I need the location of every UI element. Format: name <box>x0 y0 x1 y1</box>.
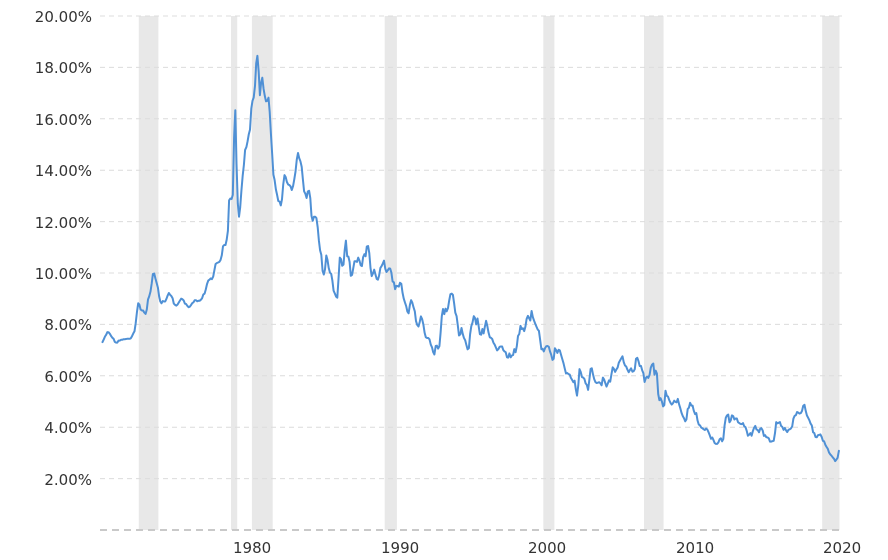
x-axis-tick-label: 1990 <box>381 539 420 557</box>
x-axis-tick-label: 2020 <box>823 539 862 557</box>
rate-line <box>101 54 840 463</box>
y-axis-tick-label: 8.00% <box>44 316 92 335</box>
y-axis-tick-label: 14.00% <box>34 162 92 181</box>
y-axis-tick-label: 12.00% <box>34 213 92 232</box>
x-axis-tick-label: 2010 <box>676 539 715 557</box>
x-axis-tick-label: 2000 <box>528 539 567 557</box>
y-axis-tick-label: 2.00% <box>44 470 92 489</box>
y-axis-tick-label: 16.00% <box>34 110 92 129</box>
recession-band <box>231 16 238 530</box>
y-axis-tick-label: 6.00% <box>44 367 92 386</box>
y-axis-tick-label: 18.00% <box>34 59 92 78</box>
y-axis-tick-label: 4.00% <box>44 419 92 438</box>
y-axis-tick-label: 10.00% <box>34 265 92 283</box>
recession-band <box>543 16 555 530</box>
x-axis-tick-label: 1980 <box>233 539 272 557</box>
y-axis-tick-label: 20.00% <box>34 8 92 26</box>
